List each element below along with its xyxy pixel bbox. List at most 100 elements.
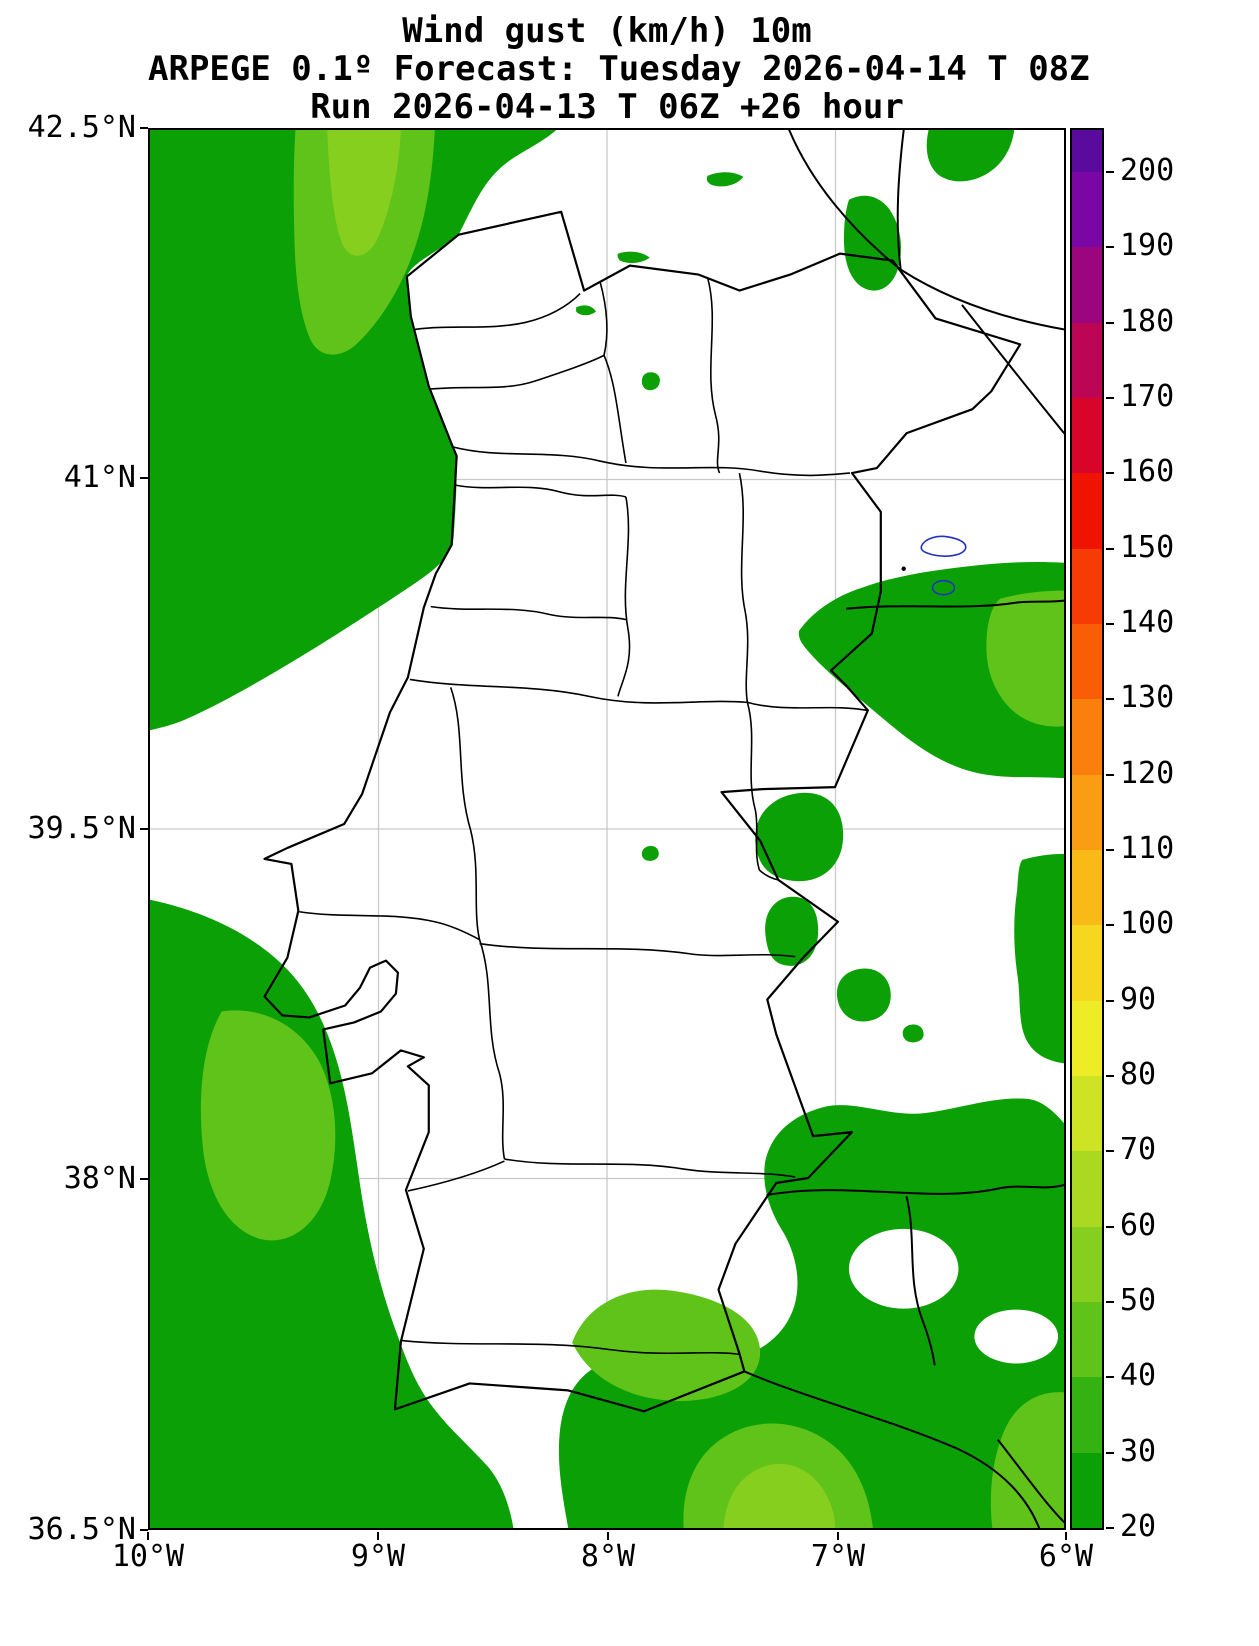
colorbar-label-170: 170 — [1120, 378, 1175, 414]
colorbar-segment-190-200 — [1072, 171, 1102, 248]
shade-border-speck — [902, 1024, 924, 1043]
colorbar-segment-110-120 — [1072, 773, 1102, 850]
colorbar-tick-110 — [1106, 848, 1114, 851]
shade-ne-patch-2 — [843, 195, 901, 291]
colorbar-tick-180 — [1106, 321, 1114, 324]
colorbar-tick-90 — [1106, 999, 1114, 1002]
colorbar-label-150: 150 — [1120, 529, 1175, 565]
colorbar-tick-40 — [1106, 1376, 1114, 1379]
lat-label-38n: 38°N — [63, 1161, 136, 1196]
map-plot — [148, 128, 1066, 1530]
shade-speck-center — [641, 372, 660, 391]
portugal-coastline-border — [263, 210, 1022, 1413]
shade-algarve-40 — [572, 1289, 761, 1401]
x-axis-tick — [377, 1532, 379, 1540]
shade-south-50 — [723, 1463, 836, 1528]
colorbar-label-190: 190 — [1120, 228, 1175, 264]
figure-title: Wind gust (km/h) 10m ARPEGE 0.1º Forecas… — [148, 11, 1090, 127]
colorbar-segment-20-30 — [1072, 1451, 1102, 1528]
blue-contours — [901, 535, 967, 596]
colorbar-tick-160 — [1106, 472, 1114, 475]
shade-sw-atlantic — [150, 899, 514, 1528]
x-axis-tick — [147, 1532, 149, 1540]
colorbar-tick-200 — [1106, 170, 1114, 173]
x-axis-tick — [837, 1532, 839, 1540]
colorbar-label-50: 50 — [1120, 1282, 1157, 1318]
lon-label-8w: 8°W — [580, 1539, 636, 1574]
colorbar-segment-100-110 — [1072, 849, 1102, 926]
shade-hole-1 — [848, 1228, 959, 1309]
colorbar-segment-80-90 — [1072, 999, 1102, 1076]
colorbar — [1070, 128, 1104, 1530]
colorbar-segment-180-190 — [1072, 246, 1102, 323]
colorbar-tick-80 — [1106, 1074, 1114, 1077]
y-axis-tick — [140, 477, 148, 479]
colorbar-label-160: 160 — [1120, 454, 1175, 490]
title-line-2: ARPEGE 0.1º Forecast: Tuesday 2026-04-14… — [148, 49, 1090, 89]
colorbar-segments — [1072, 130, 1102, 1528]
colorbar-label-80: 80 — [1120, 1056, 1157, 1092]
colorbar-tick-20 — [1106, 1527, 1114, 1529]
x-axis-tick — [607, 1532, 609, 1540]
lon-label-10w: 10°W — [111, 1539, 185, 1574]
colorbar-segment-40-50 — [1072, 1301, 1102, 1378]
map-svg — [150, 130, 1064, 1528]
colorbar-label-60: 60 — [1120, 1207, 1157, 1243]
y-axis-tick — [140, 1178, 148, 1180]
shade-se-corner-40 — [990, 1392, 1064, 1528]
colorbar-segment-120-130 — [1072, 698, 1102, 775]
title-line-1: Wind gust (km/h) 10m — [402, 11, 812, 51]
title-line-3: Run 2026-04-13 T 06Z +26 hour — [310, 87, 904, 127]
colorbar-segment-160-170 — [1072, 397, 1102, 474]
colorbar-label-30: 30 — [1120, 1433, 1157, 1469]
colorbar-segment-170-180 — [1072, 321, 1102, 398]
colorbar-label-100: 100 — [1120, 906, 1175, 942]
colorbar-label-130: 130 — [1120, 680, 1175, 716]
colorbar-label-40: 40 — [1120, 1358, 1157, 1394]
shade-nw-atlantic-50 — [327, 130, 401, 256]
colorbar-segment-130-140 — [1072, 623, 1102, 700]
lat-label-41n: 41°N — [63, 460, 136, 495]
district-boundaries — [299, 277, 868, 1356]
colorbar-label-90: 90 — [1120, 981, 1157, 1017]
shade-nw-atlantic — [150, 130, 557, 731]
shade-ne-patch-1 — [926, 130, 1015, 182]
colorbar-label-200: 200 — [1120, 152, 1175, 188]
lat-label-42-5n: 42.5°N — [27, 110, 136, 145]
colorbar-segment-90-100 — [1072, 924, 1102, 1001]
shade-border-blob-2 — [765, 896, 819, 966]
colorbar-tick-150 — [1106, 547, 1114, 550]
shade-south-mass — [558, 1098, 1064, 1528]
colorbar-label-110: 110 — [1120, 830, 1175, 866]
colorbar-label-120: 120 — [1120, 755, 1175, 791]
x-axis-tick — [1065, 1532, 1067, 1540]
colorbar-tick-60 — [1106, 1225, 1114, 1228]
shade-speck-north-1 — [706, 172, 744, 187]
lon-label-7w: 7°W — [810, 1539, 866, 1574]
colorbar-tick-120 — [1106, 773, 1114, 776]
colorbar-label-20: 20 — [1120, 1509, 1157, 1544]
shade-east-spain-40 — [986, 590, 1064, 727]
colorbar-segment-150-160 — [1072, 472, 1102, 549]
shade-sw-atlantic-40 — [200, 1010, 336, 1241]
y-axis-tick — [140, 127, 148, 129]
lon-label-9w: 9°W — [350, 1539, 406, 1574]
colorbar-segment-over-200 — [1072, 130, 1102, 172]
shade-border-blob-3 — [836, 968, 891, 1022]
colorbar-tick-170 — [1106, 396, 1114, 399]
y-axis-tick — [140, 828, 148, 830]
colorbar-tick-100 — [1106, 924, 1114, 927]
colorbar-tick-50 — [1106, 1300, 1114, 1303]
shade-border-blob-1 — [755, 792, 844, 882]
small-black-mark — [901, 566, 906, 571]
shade-speck-north-2 — [617, 251, 650, 264]
shade-right-edge-strip — [1014, 853, 1064, 1064]
shade-speck-tagus — [641, 845, 659, 861]
shade-hole-2 — [974, 1309, 1059, 1364]
lat-label-39-5n: 39.5°N — [27, 811, 136, 846]
colorbar-label-140: 140 — [1120, 604, 1175, 640]
colorbar-segment-60-70 — [1072, 1150, 1102, 1227]
colorbar-label-70: 70 — [1120, 1132, 1157, 1168]
colorbar-label-180: 180 — [1120, 303, 1175, 339]
